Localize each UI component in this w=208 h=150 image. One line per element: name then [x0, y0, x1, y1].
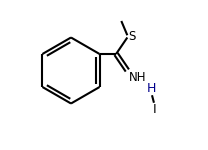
- Text: H: H: [147, 82, 156, 95]
- Text: S: S: [128, 30, 135, 43]
- Text: I: I: [153, 103, 156, 116]
- Text: NH: NH: [129, 71, 146, 84]
